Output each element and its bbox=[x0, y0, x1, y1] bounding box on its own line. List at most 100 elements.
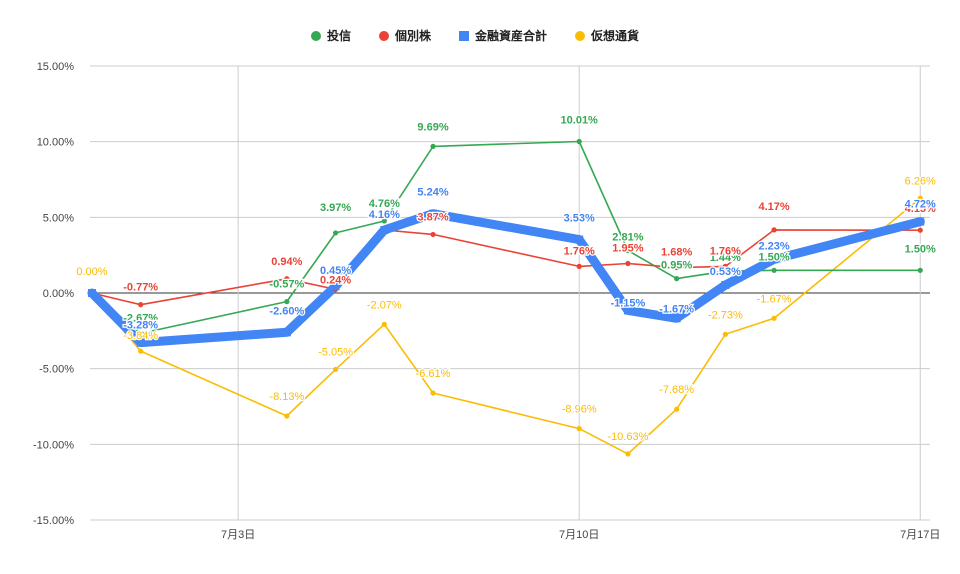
data-point bbox=[332, 230, 339, 236]
series-line bbox=[91, 229, 922, 306]
x-tick-label: 7月10日 bbox=[559, 529, 599, 541]
data-point bbox=[138, 348, 144, 354]
data-label: -6.61% bbox=[416, 368, 451, 380]
data-point bbox=[722, 331, 728, 337]
data-point bbox=[674, 406, 680, 412]
data-label: 4.72% bbox=[905, 199, 936, 211]
data-label: 3.97% bbox=[320, 202, 351, 214]
data-label: 3.53% bbox=[564, 213, 595, 225]
data-label: 10.01% bbox=[561, 115, 599, 127]
data-point bbox=[722, 263, 728, 269]
legend-item[interactable]: 投信 bbox=[311, 28, 351, 43]
legend-item[interactable]: 仮想通貨 bbox=[575, 28, 639, 43]
data-label: -0.77% bbox=[123, 282, 158, 294]
data-point bbox=[625, 451, 631, 457]
data-label: -3.28% bbox=[123, 320, 158, 332]
data-point bbox=[722, 268, 728, 274]
data-point bbox=[771, 267, 777, 273]
data-point bbox=[625, 260, 631, 267]
data-point bbox=[430, 143, 436, 149]
y-axis: 15.00% 10.00% 5.00% 0.00% -5.00% -10.00% -15.0… bbox=[33, 61, 74, 527]
legend-item[interactable]: 個別株 bbox=[379, 28, 432, 43]
series-lines bbox=[87, 140, 925, 455]
series-line bbox=[87, 209, 925, 348]
data-label: 4.15% bbox=[905, 203, 936, 215]
data-label: 2.81% bbox=[612, 231, 643, 243]
data-point bbox=[917, 227, 923, 233]
grid-lines bbox=[90, 65, 930, 521]
data-label: -2.07% bbox=[367, 299, 402, 311]
legend-label: 個別株 bbox=[394, 28, 432, 43]
data-label: -1.15% bbox=[610, 297, 645, 309]
data-label: 1.50% bbox=[905, 243, 936, 255]
data-point bbox=[284, 413, 290, 419]
data-label: 3.87% bbox=[417, 211, 448, 223]
data-point bbox=[380, 226, 389, 235]
legend-marker bbox=[311, 31, 321, 41]
data-label: 5.24% bbox=[417, 187, 448, 199]
data-label: 4.16% bbox=[369, 209, 400, 221]
data-point bbox=[284, 299, 290, 305]
data-point bbox=[916, 217, 925, 226]
data-label: -2.67% bbox=[123, 312, 158, 324]
data-label: 0.24% bbox=[320, 274, 351, 286]
x-tick-label: 7月3日 bbox=[221, 529, 255, 541]
data-labels: 0.00% -3.84% -8.13% -5.05% -2.07% -6.61% -8.96… bbox=[75, 113, 937, 444]
data-label: 0.95% bbox=[661, 260, 692, 272]
data-point bbox=[771, 315, 777, 321]
data-point bbox=[576, 138, 582, 145]
data-label: -8.96% bbox=[562, 404, 597, 416]
data-point bbox=[917, 267, 923, 273]
data-label: 1.50% bbox=[758, 251, 789, 263]
data-label: 6.26% bbox=[905, 175, 936, 187]
legend: 投信 個別株 金融資産合計 仮想通貨 bbox=[311, 28, 639, 43]
data-label: 1.44% bbox=[710, 252, 741, 264]
legend-label: 仮想通貨 bbox=[590, 28, 639, 43]
data-point bbox=[136, 338, 145, 347]
legend-label: 金融資産合計 bbox=[474, 28, 547, 43]
data-point bbox=[672, 314, 681, 323]
y-tick-label: -10.00% bbox=[33, 439, 74, 451]
data-point bbox=[332, 366, 339, 373]
data-point bbox=[771, 227, 777, 233]
y-tick-label: -15.00% bbox=[33, 515, 74, 527]
y-tick-label: 10.00% bbox=[37, 137, 75, 149]
data-point bbox=[87, 289, 96, 297]
data-label: 1.76% bbox=[564, 245, 595, 257]
y-tick-label: -5.00% bbox=[39, 364, 74, 376]
data-label: -5.05% bbox=[318, 346, 353, 358]
data-label: 2.23% bbox=[758, 240, 789, 252]
legend-label: 投信 bbox=[327, 28, 351, 43]
legend-item[interactable]: 金融資産合計 bbox=[459, 28, 547, 43]
legend-marker bbox=[379, 31, 389, 41]
data-label: -2.73% bbox=[708, 309, 743, 321]
data-label: -3.84% bbox=[123, 330, 158, 342]
data-point bbox=[674, 264, 680, 271]
data-label: 1.68% bbox=[661, 247, 692, 259]
x-tick-label: 7月17日 bbox=[900, 529, 940, 541]
data-point bbox=[138, 330, 144, 337]
series-line bbox=[91, 197, 922, 455]
data-point bbox=[282, 328, 291, 337]
data-point bbox=[284, 276, 290, 282]
data-point bbox=[576, 263, 582, 269]
data-label: -0.57% bbox=[269, 279, 304, 291]
data-label: 9.69% bbox=[417, 121, 448, 133]
data-point bbox=[674, 276, 680, 282]
y-tick-label: 5.00% bbox=[43, 212, 74, 224]
data-label: -7.68% bbox=[659, 384, 694, 396]
x-axis: 7月3日 7月10日 7月17日 bbox=[221, 529, 940, 541]
data-point bbox=[576, 425, 582, 432]
data-label: 4.17% bbox=[758, 201, 789, 213]
data-label: 0.45% bbox=[320, 265, 351, 277]
data-label: -1.67% bbox=[659, 303, 694, 315]
data-point bbox=[917, 195, 923, 201]
data-label: 1.95% bbox=[612, 242, 643, 254]
data-label: 1.76% bbox=[710, 245, 741, 257]
data-point bbox=[138, 302, 144, 308]
data-point bbox=[331, 282, 340, 291]
y-tick-label: 0.00% bbox=[43, 288, 74, 300]
series-line bbox=[91, 140, 922, 335]
data-point bbox=[381, 321, 387, 327]
